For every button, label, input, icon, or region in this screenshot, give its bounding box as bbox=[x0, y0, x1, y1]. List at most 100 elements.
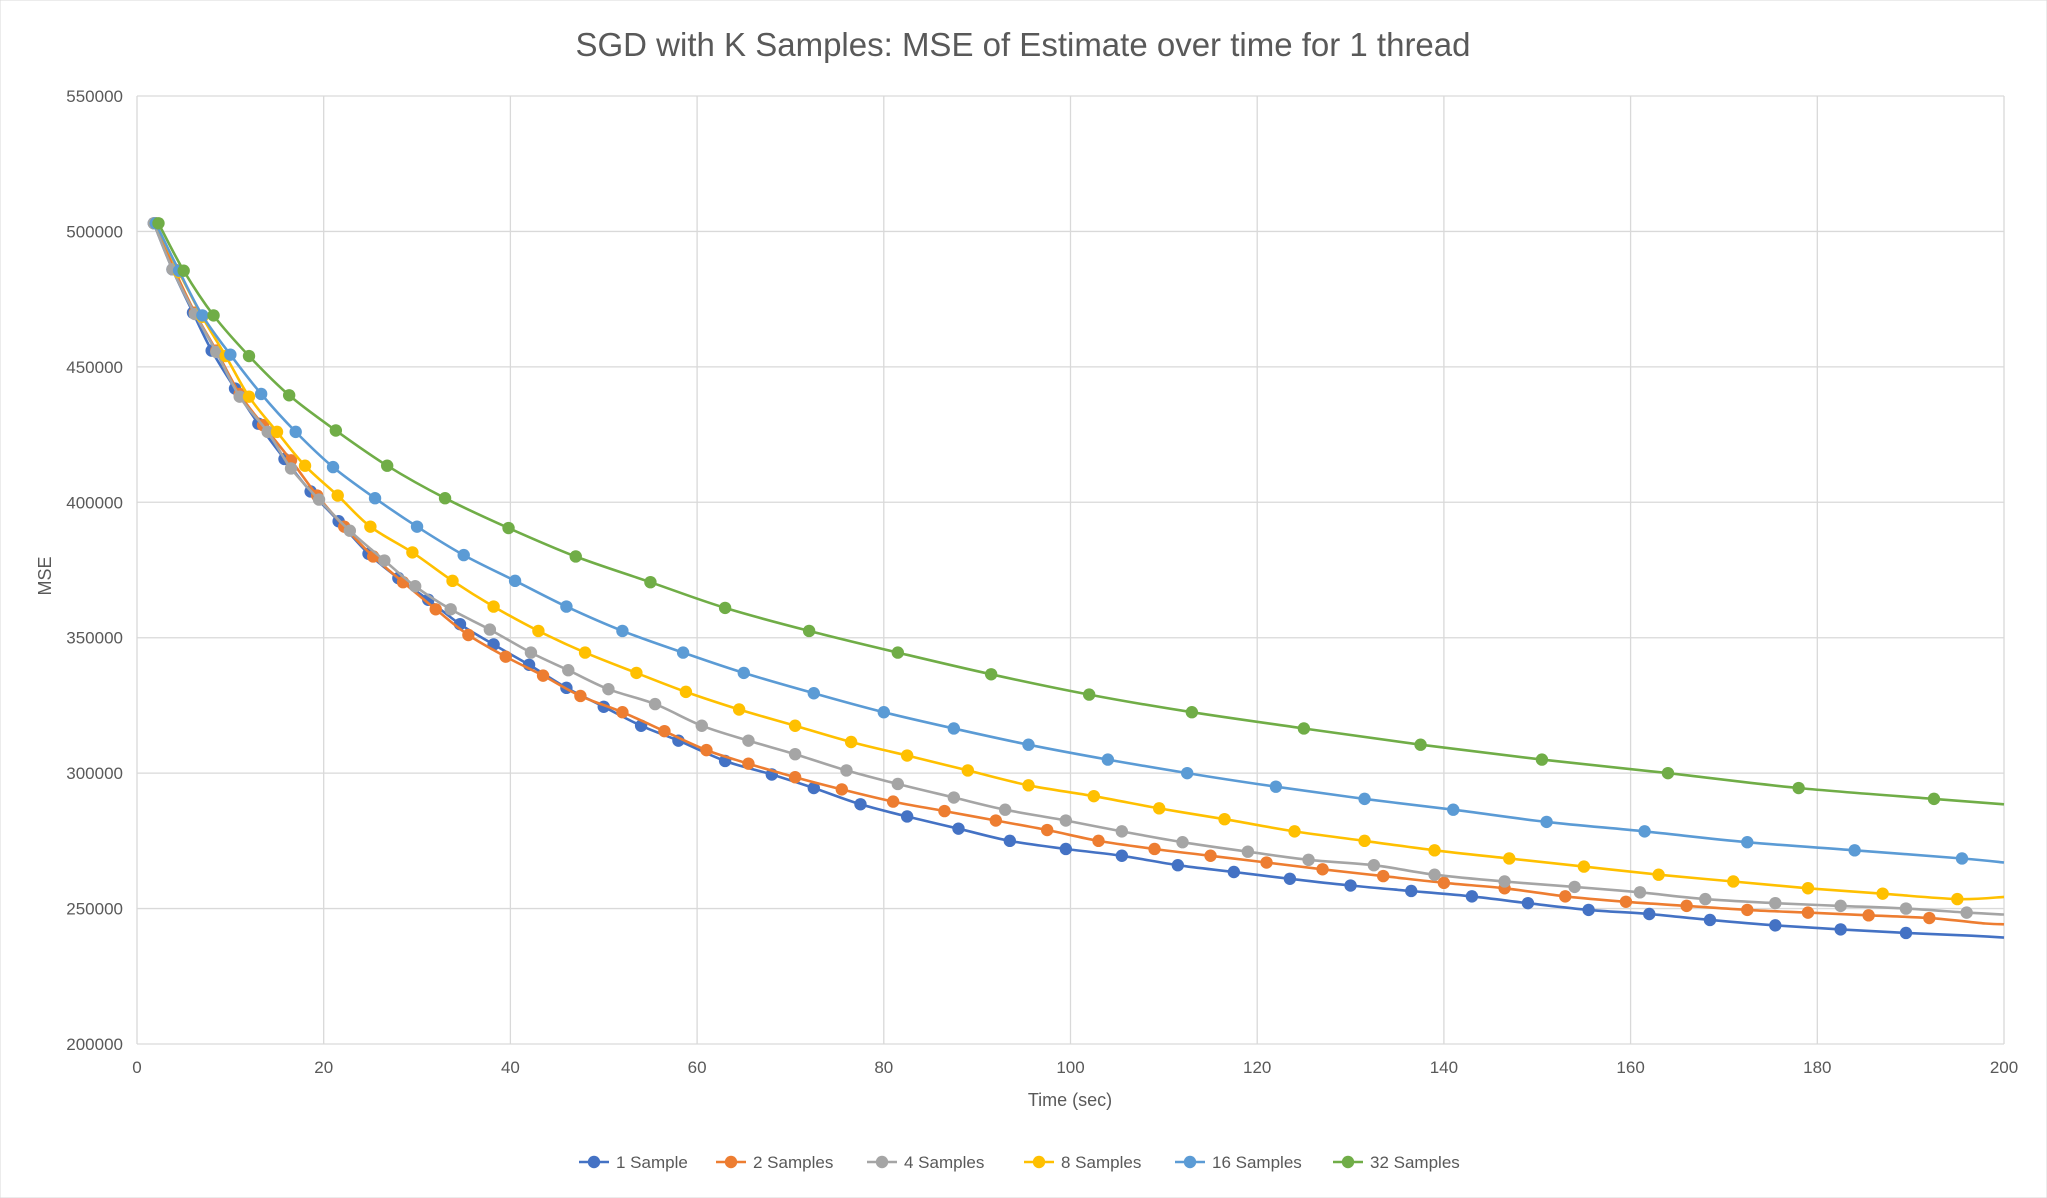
data-point-16-samples bbox=[737, 666, 750, 680]
data-point-2-samples bbox=[938, 804, 951, 818]
data-point-2-samples bbox=[886, 795, 900, 808]
data-point-2-samples bbox=[616, 706, 629, 719]
data-point-8-samples bbox=[844, 735, 858, 749]
x-tick-label: 200 bbox=[1990, 1058, 2018, 1077]
data-point-4-samples bbox=[1899, 902, 1913, 915]
data-point-16-samples bbox=[877, 706, 890, 719]
data-point-32-samples bbox=[718, 601, 732, 615]
data-point-4-samples bbox=[483, 623, 497, 636]
data-point-1-sample bbox=[1703, 913, 1717, 927]
data-point-2-samples bbox=[1801, 906, 1815, 919]
data-point-16-samples bbox=[947, 722, 961, 735]
data-point-4-samples bbox=[408, 580, 422, 593]
data-point-4-samples bbox=[233, 390, 246, 403]
series-32-samples bbox=[152, 217, 2005, 806]
data-point-2-samples bbox=[499, 650, 512, 663]
data-point-4-samples bbox=[1699, 892, 1712, 906]
data-point-1-sample bbox=[1227, 865, 1241, 879]
data-point-16-samples bbox=[1540, 815, 1553, 829]
data-point-2-samples bbox=[1741, 903, 1754, 917]
data-point-4-samples bbox=[742, 734, 755, 747]
data-point-16-samples bbox=[1447, 803, 1460, 816]
data-point-2-samples bbox=[1260, 856, 1273, 869]
data-point-2-samples bbox=[742, 757, 755, 770]
data-point-16-samples bbox=[457, 548, 470, 562]
y-tick-label: 350000 bbox=[66, 629, 123, 648]
data-point-1-sample bbox=[1769, 919, 1782, 932]
data-point-8-samples bbox=[1652, 868, 1665, 881]
data-point-2-samples bbox=[1559, 890, 1572, 903]
legend-label: 1 Sample bbox=[616, 1153, 688, 1172]
data-point-4-samples bbox=[1176, 836, 1189, 849]
data-point-8-samples bbox=[1358, 834, 1371, 848]
data-point-8-samples bbox=[364, 520, 377, 533]
data-point-2-samples bbox=[536, 669, 550, 682]
series-layer bbox=[147, 217, 2005, 940]
data-point-8-samples bbox=[630, 666, 643, 680]
data-point-16-samples bbox=[196, 309, 209, 322]
data-point-32-samples bbox=[1927, 792, 1941, 806]
data-point-4-samples bbox=[602, 682, 615, 696]
data-point-16-samples bbox=[616, 624, 629, 638]
data-point-4-samples bbox=[1059, 814, 1073, 827]
legend-label: 4 Samples bbox=[904, 1153, 984, 1172]
data-point-8-samples bbox=[1022, 779, 1035, 792]
data-point-32-samples bbox=[891, 646, 905, 659]
data-point-2-samples bbox=[1148, 842, 1161, 856]
data-point-32-samples bbox=[207, 309, 220, 322]
data-point-1-sample bbox=[1899, 926, 1913, 940]
data-point-32-samples bbox=[802, 624, 816, 638]
data-point-8-samples bbox=[1152, 802, 1166, 815]
data-point-8-samples bbox=[1503, 852, 1516, 865]
data-point-16-samples bbox=[368, 492, 382, 505]
data-point-8-samples bbox=[1951, 892, 1964, 906]
data-point-1-sample bbox=[1521, 896, 1535, 910]
data-point-2-samples bbox=[835, 783, 848, 796]
data-point-1-sample bbox=[1003, 834, 1017, 848]
data-point-4-samples bbox=[648, 697, 662, 711]
data-point-4-samples bbox=[1633, 886, 1647, 899]
data-point-16-samples bbox=[410, 520, 424, 533]
data-point-8-samples bbox=[1087, 789, 1101, 803]
data-point-2-samples bbox=[574, 689, 587, 703]
data-point-16-samples bbox=[1848, 844, 1861, 857]
data-point-4-samples bbox=[378, 554, 391, 567]
legend-label: 16 Samples bbox=[1212, 1153, 1302, 1172]
data-point-8-samples bbox=[1876, 887, 1889, 900]
data-point-4-samples bbox=[1428, 868, 1441, 881]
data-point-4-samples bbox=[1834, 899, 1847, 913]
data-point-32-samples bbox=[502, 521, 515, 535]
data-point-1-sample bbox=[1465, 890, 1479, 903]
y-tick-label: 500000 bbox=[66, 222, 123, 241]
grid-layer bbox=[136, 95, 2005, 1045]
series-line-16-samples bbox=[154, 222, 2005, 864]
legend-swatch-marker bbox=[724, 1155, 738, 1169]
data-point-4-samples bbox=[444, 603, 457, 616]
data-point-8-samples bbox=[331, 489, 344, 502]
data-point-4-samples bbox=[1115, 825, 1129, 838]
data-point-2-samples bbox=[1680, 899, 1693, 913]
data-point-8-samples bbox=[242, 390, 256, 403]
data-point-32-samples bbox=[329, 424, 343, 437]
legend-swatch-marker bbox=[875, 1155, 889, 1169]
chart-title: SGD with K Samples: MSE of Estimate over… bbox=[576, 26, 1471, 63]
y-tick-label: 250000 bbox=[66, 900, 123, 919]
data-point-1-sample bbox=[1834, 923, 1847, 936]
data-point-2-samples bbox=[1092, 834, 1105, 848]
data-point-16-samples bbox=[326, 460, 340, 474]
legend-label: 2 Samples bbox=[753, 1153, 833, 1172]
data-point-2-samples bbox=[1377, 869, 1390, 883]
data-point-2-samples bbox=[1619, 895, 1633, 908]
data-point-16-samples bbox=[560, 600, 573, 613]
x-tick-label: 120 bbox=[1243, 1058, 1271, 1077]
data-point-16-samples bbox=[1101, 753, 1115, 766]
data-point-4-samples bbox=[284, 462, 298, 475]
data-point-2-samples bbox=[1316, 863, 1329, 876]
x-tick-label: 100 bbox=[1056, 1058, 1084, 1077]
data-point-16-samples bbox=[676, 646, 690, 659]
x-tick-label: 140 bbox=[1430, 1058, 1458, 1077]
data-point-2-samples bbox=[429, 603, 442, 616]
data-point-2-samples bbox=[1437, 876, 1451, 890]
